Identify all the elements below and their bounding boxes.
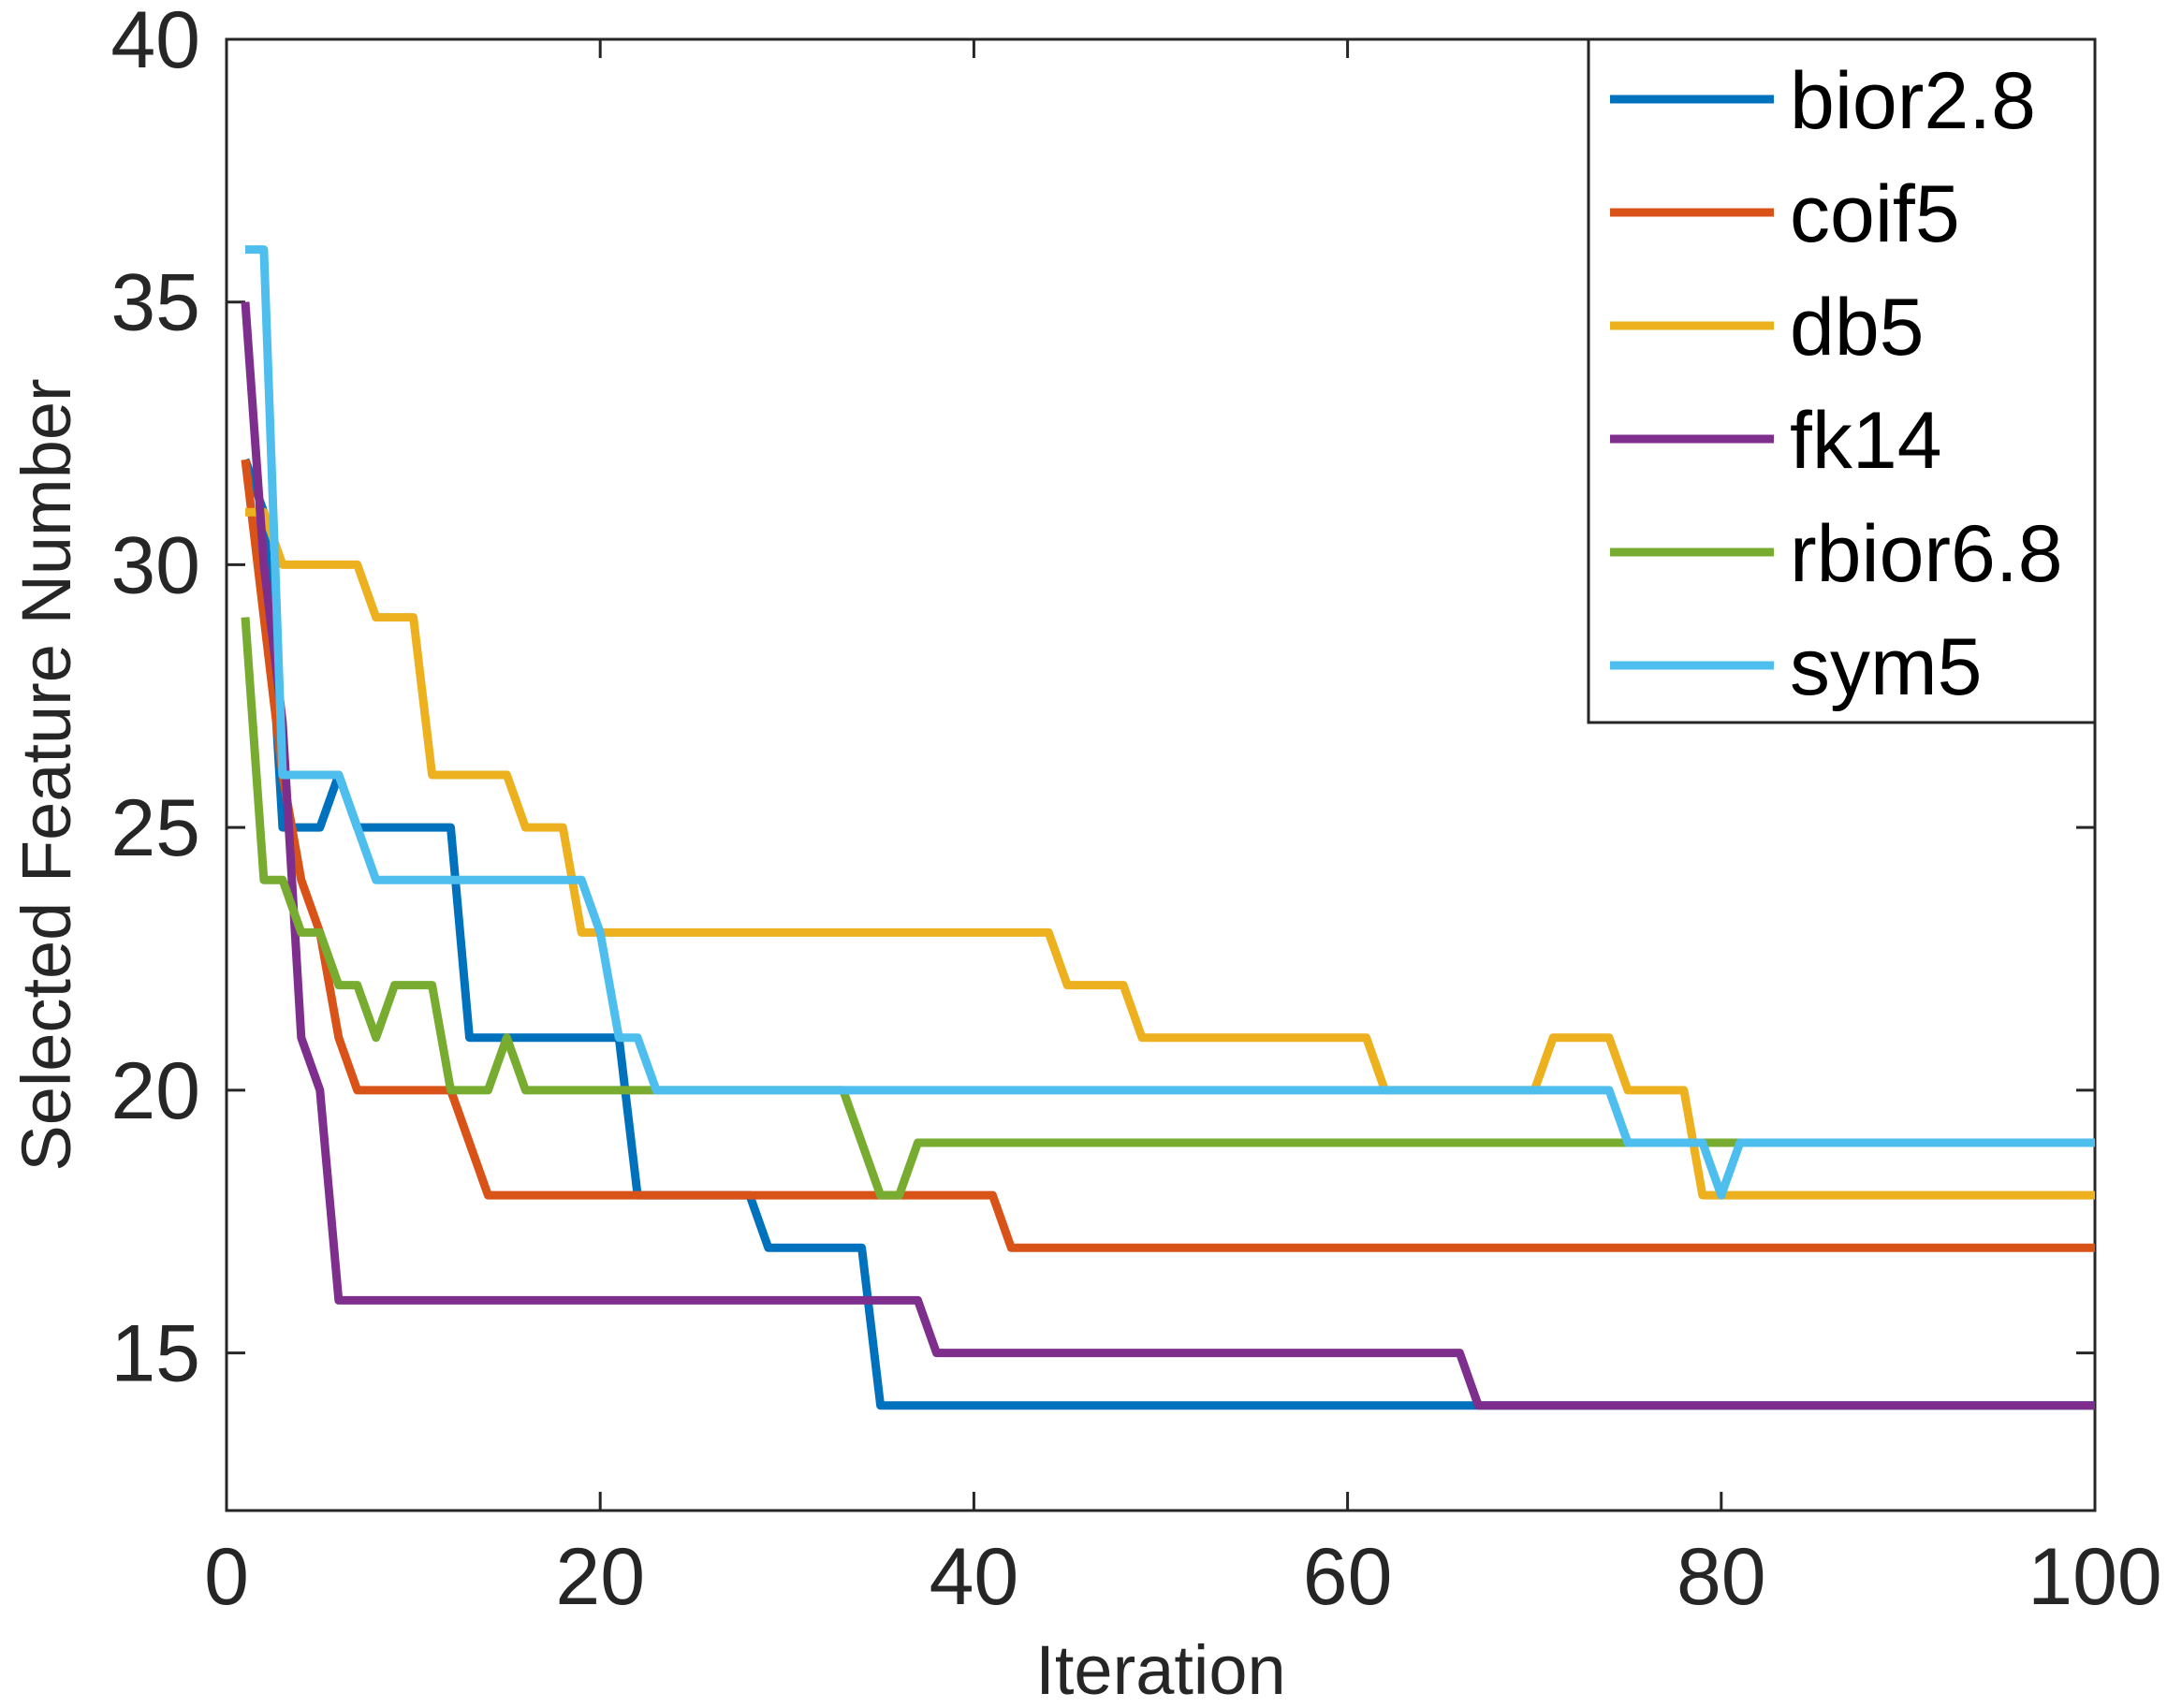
- legend-item-sym5[interactable]: sym5: [1610, 622, 1982, 712]
- y-tick-label: 35: [110, 258, 200, 348]
- y-tick-label: 15: [110, 1309, 200, 1399]
- legend-item-fk14[interactable]: fk14: [1610, 396, 1942, 486]
- y-tick-labels: 15 20 25 30 35 40: [110, 0, 200, 1399]
- series-line-bior2.8: [241, 458, 2095, 1410]
- x-tick-label: 60: [1303, 1532, 1393, 1622]
- x-tick-label: 100: [2028, 1532, 2162, 1622]
- series-lines: [241, 245, 2095, 1410]
- y-tick-label: 20: [110, 1046, 200, 1136]
- legend-item-rbior6.8[interactable]: rbior6.8: [1610, 509, 2063, 599]
- y-tick-label: 30: [110, 520, 200, 610]
- legend[interactable]: bior2.8 coif5 db5 fk14 rbior6.8 sym5: [1587, 37, 2097, 724]
- legend-item-bior2.8[interactable]: bior2.8: [1610, 56, 2036, 146]
- y-tick-label: 40: [110, 0, 200, 85]
- legend-label: fk14: [1790, 396, 1942, 486]
- legend-label: bior2.8: [1790, 56, 2036, 146]
- series-line-db5: [245, 507, 2095, 1200]
- legend-label: coif5: [1790, 169, 1960, 259]
- legend-label: rbior6.8: [1790, 509, 2063, 599]
- x-tick-labels: 0 20 40 60 80 100: [204, 1532, 2162, 1622]
- x-tick-label: 80: [1676, 1532, 1766, 1622]
- legend-box: [1587, 37, 2097, 724]
- legend-label: db5: [1790, 283, 1925, 372]
- x-tick-label: 20: [555, 1532, 645, 1622]
- y-tick-label: 25: [110, 783, 200, 873]
- series-line-sym5: [245, 245, 2095, 1200]
- legend-item-db5[interactable]: db5: [1610, 283, 1925, 372]
- x-tick-label: 0: [204, 1532, 249, 1622]
- y-axis-label: Selected Feature Number: [7, 378, 85, 1171]
- x-axis-label: Iteration: [1035, 1631, 1285, 1708]
- legend-item-coif5[interactable]: coif5: [1610, 169, 1960, 259]
- x-tick-label: 40: [930, 1532, 1019, 1622]
- series-line-rbior6.8: [241, 617, 2095, 1200]
- legend-entries: bior2.8 coif5 db5 fk14 rbior6.8 sym5: [1610, 56, 2063, 712]
- legend-label: sym5: [1790, 622, 1982, 712]
